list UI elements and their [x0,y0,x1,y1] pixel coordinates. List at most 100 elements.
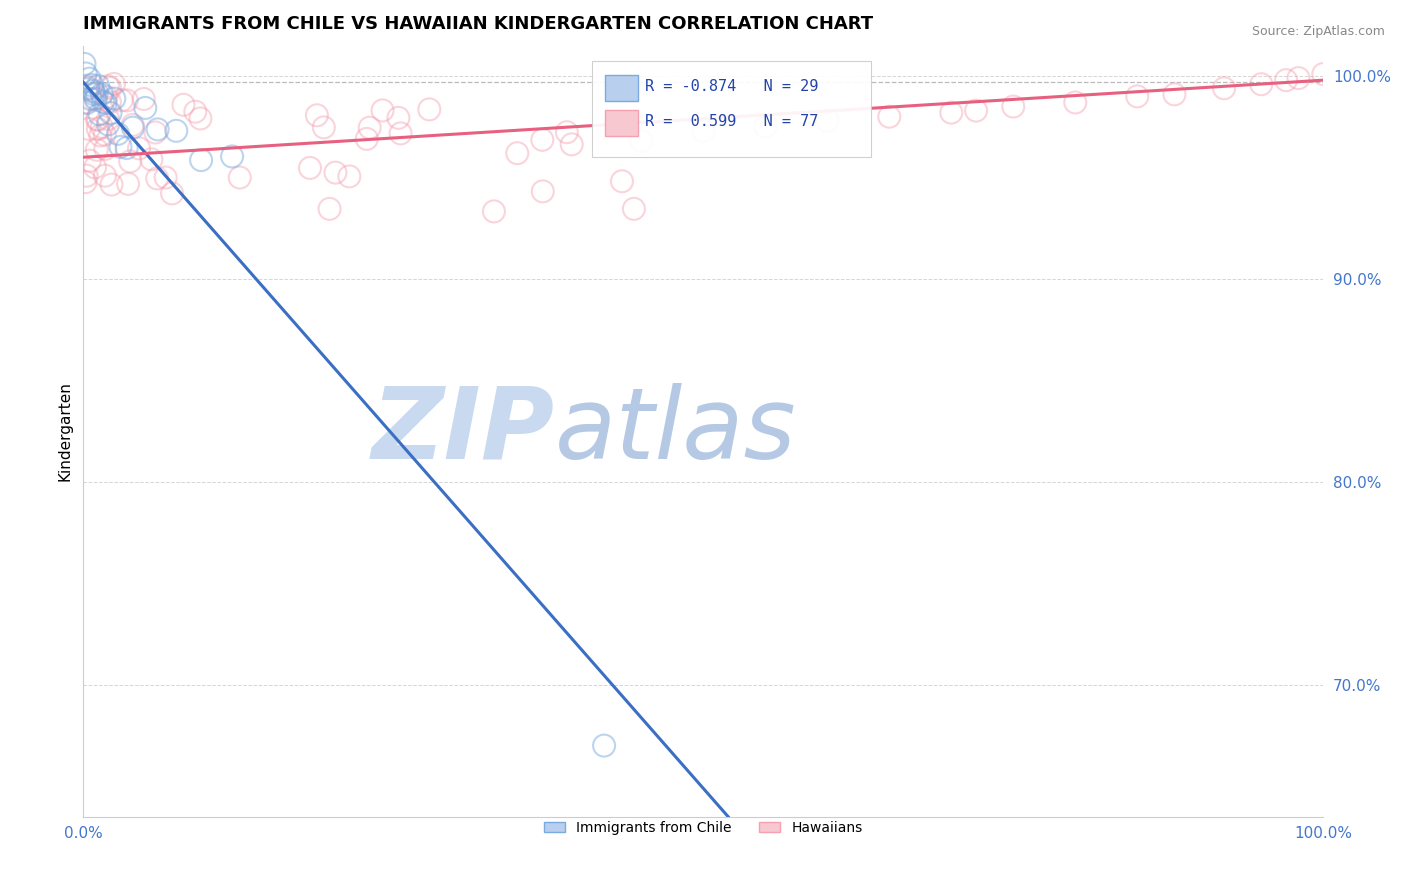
Point [87,112,110,127]
Y-axis label: Kindergarten: Kindergarten [58,381,72,481]
Point [555,125,578,139]
Point [115,141,138,155]
Point [75,175,97,189]
Point [692,124,714,138]
Point [146,171,169,186]
Point [561,137,583,152]
Point [76,169,98,183]
Point [73,57,96,71]
Point [87,78,110,93]
Point [387,111,409,125]
Point [110,140,132,154]
Point [100,178,122,192]
Point [86,143,108,157]
Point [418,103,440,117]
Point [115,94,138,108]
Point [97,112,120,126]
Point [359,120,381,135]
Point [172,97,194,112]
Point [146,122,169,136]
Point [79,71,101,86]
Point [128,141,150,155]
Point [610,174,633,188]
Point [630,134,652,148]
Point [84,161,107,175]
Point [94,169,117,183]
Point [121,118,143,132]
Point [79,153,101,168]
Point [111,93,134,107]
Point [91,95,114,109]
Point [318,202,340,216]
Point [90,87,112,101]
Point [89,128,111,143]
Point [1250,77,1272,91]
Point [89,107,111,121]
Point [531,133,554,147]
Point [103,92,125,106]
Point [305,108,328,122]
Point [160,186,183,201]
Point [77,122,100,136]
Point [117,177,139,191]
Point [184,104,207,119]
Point [506,146,529,161]
Point [221,149,243,163]
Text: R = -0.874   N = 29: R = -0.874 N = 29 [645,79,818,94]
Point [1163,87,1185,102]
Text: IMMIGRANTS FROM CHILE VS HAWAIIAN KINDERGARTEN CORRELATION CHART: IMMIGRANTS FROM CHILE VS HAWAIIAN KINDER… [83,15,873,33]
Point [145,126,167,140]
Point [103,77,125,91]
Point [325,166,347,180]
FancyBboxPatch shape [606,110,637,136]
Point [356,132,378,146]
Point [97,117,120,131]
Point [312,120,335,135]
Point [97,79,120,94]
FancyBboxPatch shape [592,61,870,158]
Point [623,202,645,216]
Point [1126,89,1149,103]
Point [98,81,121,95]
Point [84,93,107,107]
Point [337,169,360,184]
Point [80,78,103,92]
Point [482,204,505,219]
Point [593,739,616,753]
Point [389,127,412,141]
Point [1002,99,1025,113]
Point [94,128,117,142]
Point [190,153,212,167]
Point [87,122,110,136]
Legend: Immigrants from Chile, Hawaiians: Immigrants from Chile, Hawaiians [538,815,868,840]
Point [90,120,112,134]
Point [84,91,107,105]
Point [165,124,187,138]
Point [75,66,97,80]
Point [298,161,321,175]
Point [107,127,129,141]
Point [531,185,554,199]
Point [1312,67,1334,81]
Point [122,120,145,135]
Point [83,87,105,102]
Point [1288,71,1310,86]
Point [1275,73,1298,87]
Point [86,86,108,100]
Point [815,113,838,128]
Point [73,95,96,109]
Point [94,142,117,156]
Text: ZIP: ZIP [371,383,554,480]
Point [77,79,100,94]
Point [190,112,212,126]
Point [80,92,103,106]
Text: R =  0.599   N = 77: R = 0.599 N = 77 [645,114,818,129]
Point [96,90,118,104]
Point [229,170,252,185]
Point [941,105,963,120]
FancyBboxPatch shape [606,75,637,101]
Point [94,96,117,111]
Point [77,81,100,95]
Point [134,101,156,115]
Point [141,153,163,167]
